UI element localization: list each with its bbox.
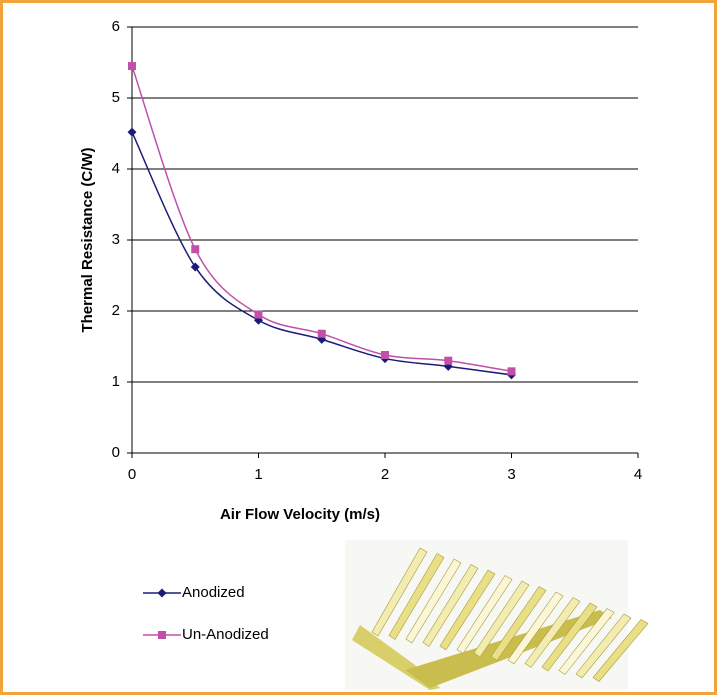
x-tick-label: 3: [507, 466, 515, 483]
legend-label: Un-Anodized: [182, 626, 269, 643]
heatsink-image: [345, 540, 648, 690]
marker: [128, 62, 136, 70]
marker: [191, 245, 199, 253]
marker: [381, 351, 389, 359]
marker: [255, 311, 263, 319]
marker: [128, 128, 137, 137]
y-tick-label: 6: [112, 18, 120, 35]
legend-label: Anodized: [182, 584, 245, 601]
marker: [318, 330, 326, 338]
y-tick-label: 0: [112, 444, 120, 461]
chart: Air Flow Velocity (m/s) Thermal Resistan…: [0, 0, 717, 695]
y-tick-label: 5: [112, 89, 120, 106]
y-tick-label: 1: [112, 373, 120, 390]
y-tick-label: 4: [112, 160, 120, 177]
legend-marker: [158, 589, 167, 598]
y-axis-label: Thermal Resistance (C/W): [79, 147, 96, 332]
series-line: [132, 66, 512, 371]
x-tick-label: 1: [254, 466, 262, 483]
legend-marker: [158, 631, 166, 639]
x-axis-label: Air Flow Velocity (m/s): [220, 506, 380, 523]
y-tick-label: 2: [112, 302, 120, 319]
y-tick-label: 3: [112, 231, 120, 248]
x-tick-label: 2: [381, 466, 389, 483]
marker: [191, 262, 200, 271]
marker: [444, 357, 452, 365]
x-tick-label: 0: [128, 466, 136, 483]
x-tick-label: 4: [634, 466, 642, 483]
marker: [508, 367, 516, 375]
